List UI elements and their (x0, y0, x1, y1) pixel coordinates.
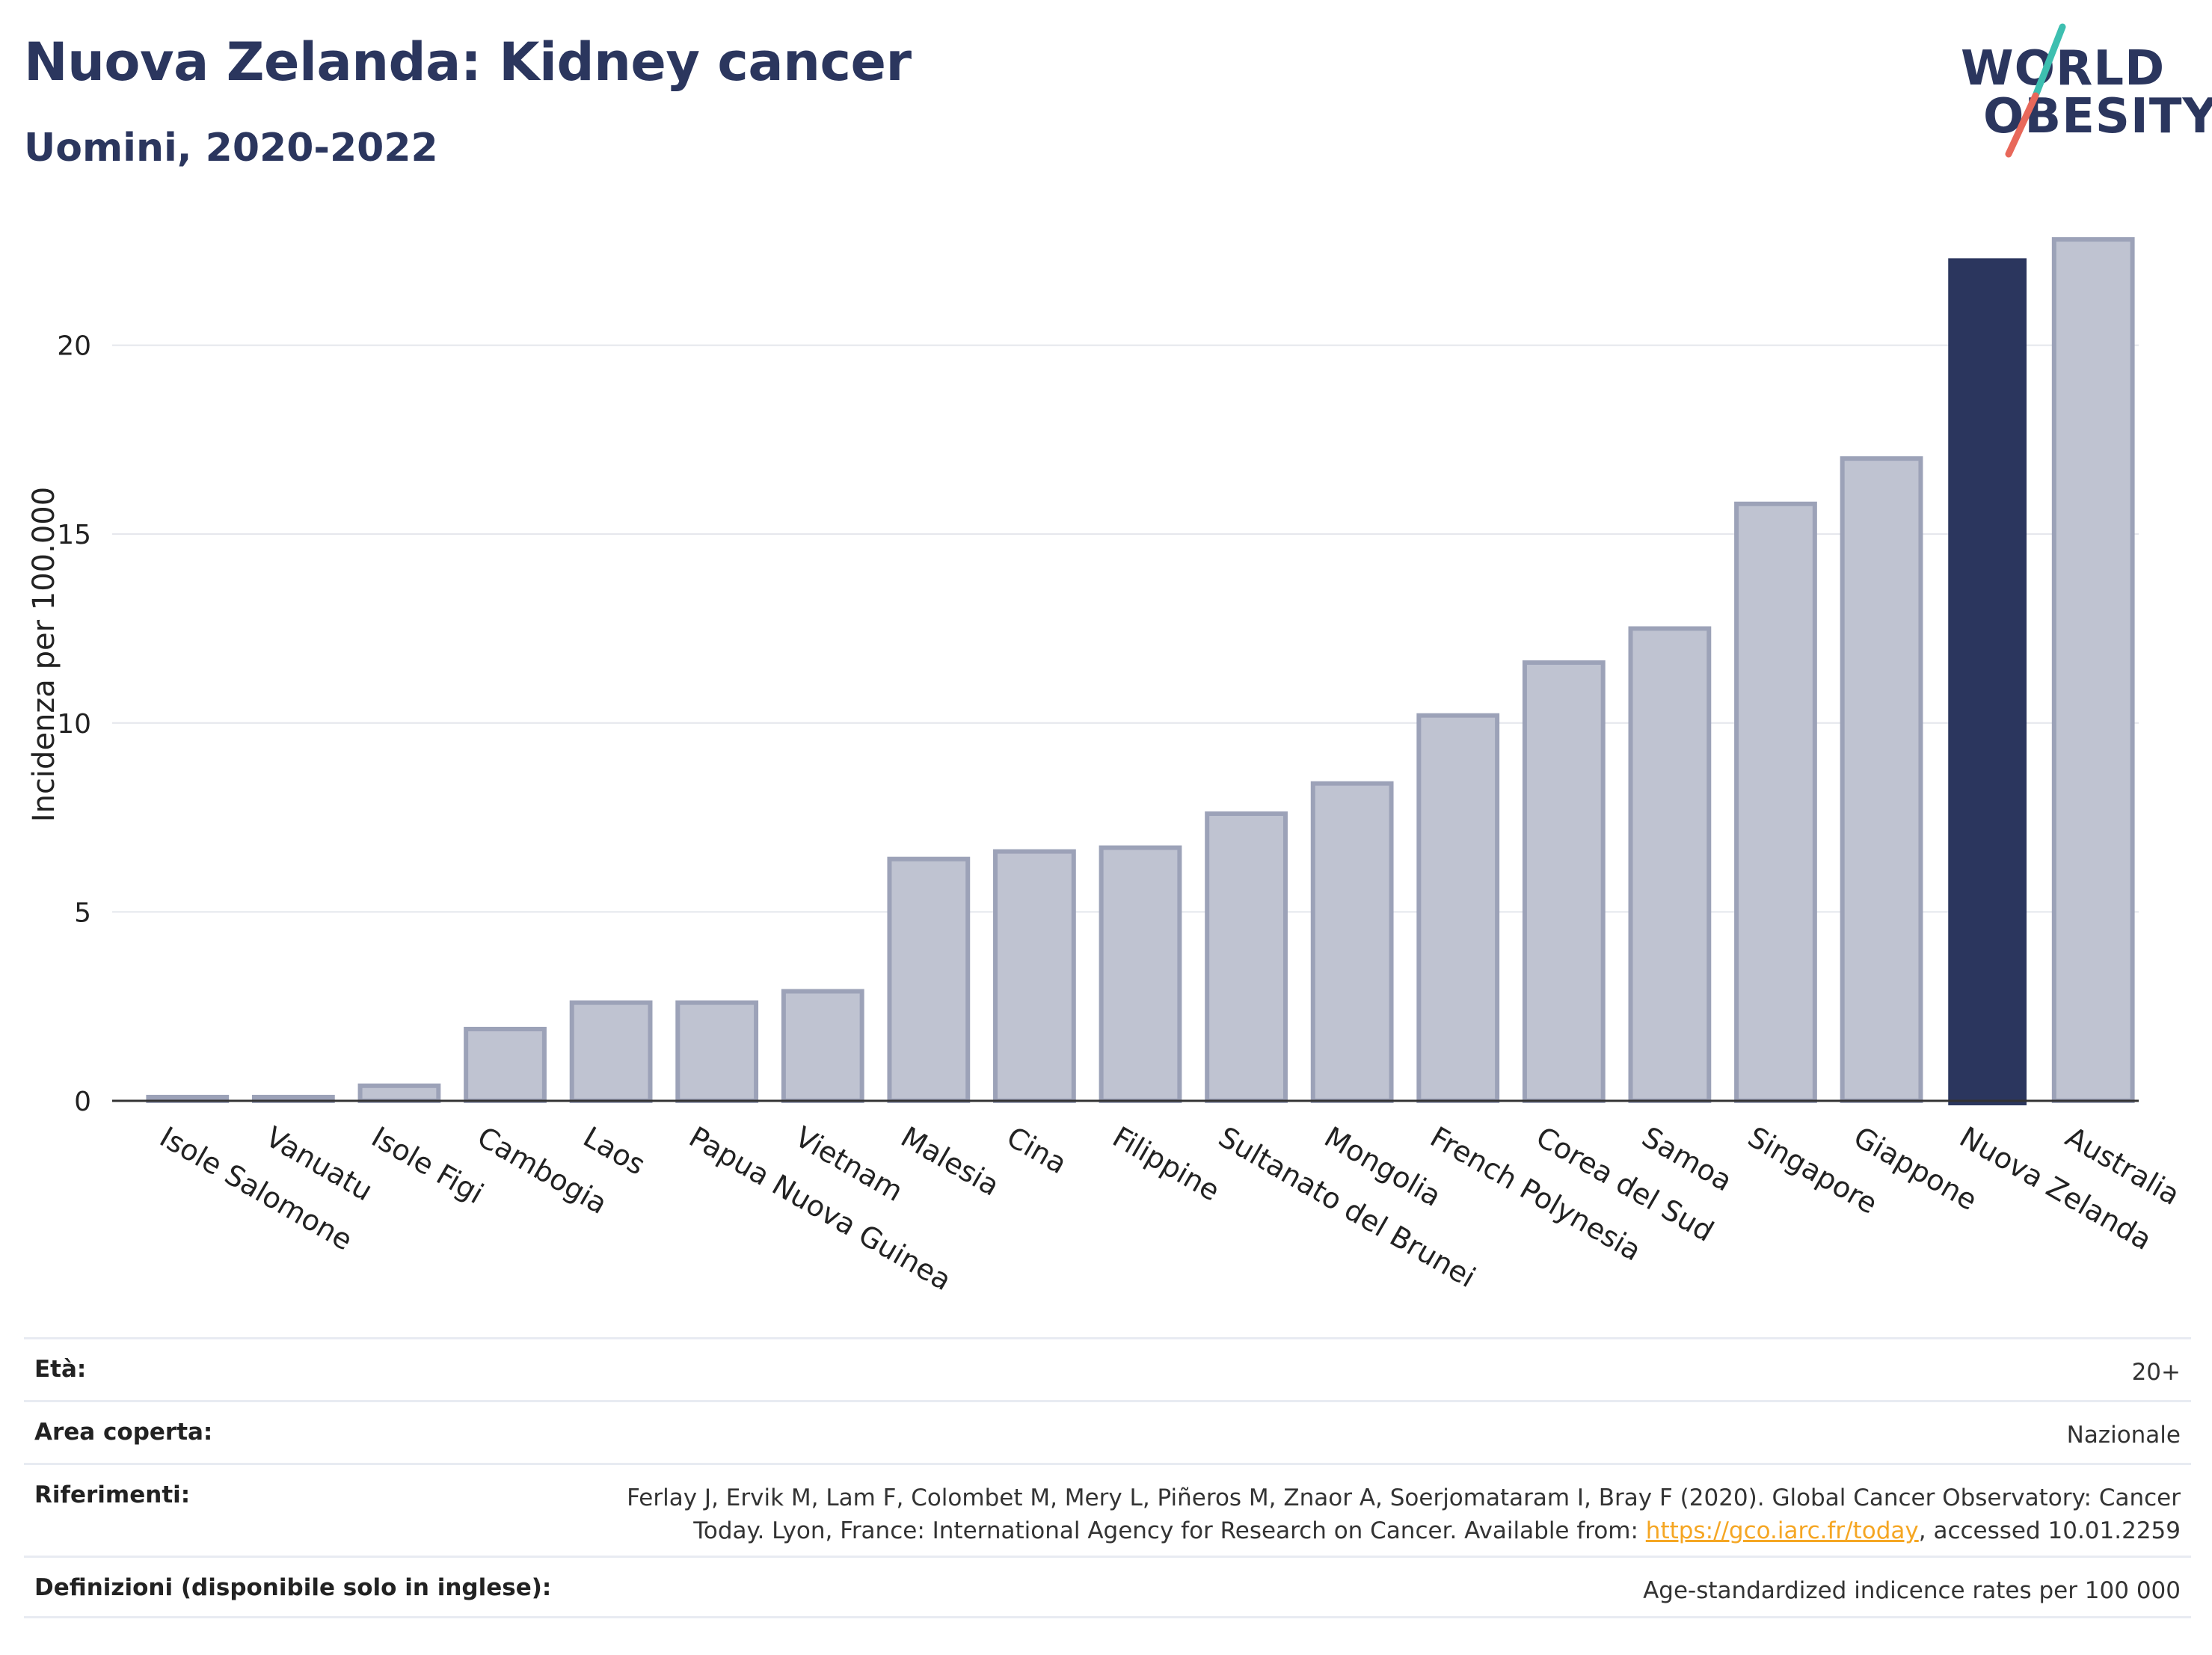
logo-slash-icon (2005, 23, 2066, 158)
y-tick-label: 15 (57, 520, 91, 550)
meta-row-references: Riferimenti: Ferlay J, Ervik M, Lam F, C… (24, 1463, 2191, 1556)
bar[interactable] (569, 1000, 653, 1103)
bar[interactable] (1205, 811, 1288, 1103)
bar[interactable] (1416, 713, 1500, 1103)
x-tick-label: Isole Salomone (154, 1120, 357, 1257)
references-label: Riferimenti: (34, 1481, 191, 1508)
y-axis-label: Incidenza per 100.000 (27, 487, 61, 822)
references-link[interactable]: https://gco.iarc.fr/today (1645, 1517, 1919, 1544)
area-value: Nazionale (2066, 1422, 2181, 1449)
bar[interactable] (781, 989, 864, 1103)
y-tick-label: 0 (74, 1087, 91, 1117)
definitions-value: Age-standardized indicence rates per 100… (1643, 1577, 2181, 1604)
bar[interactable] (1099, 845, 1182, 1103)
world-obesity-logo[interactable]: WORLD OBESITY (1944, 21, 2212, 163)
bar[interactable] (993, 849, 1076, 1103)
definitions-label: Definizioni (disponibile solo in inglese… (34, 1574, 552, 1601)
bar[interactable] (1310, 781, 1394, 1103)
age-value: 20+ (2131, 1359, 2181, 1386)
x-tick-label: Nuova Zelanda (1954, 1120, 2157, 1256)
references-accessed: , accessed 10.01.2259 (1918, 1517, 2181, 1544)
y-tick-labels: 0 5 10 15 20 (57, 331, 91, 1117)
metadata-table: Età: 20+ Area coperta: Nazionale Riferim… (24, 1337, 2191, 1618)
bar[interactable] (1628, 626, 1712, 1103)
y-tick-label: 20 (57, 331, 91, 362)
bars (146, 237, 2135, 1105)
bar[interactable] (1734, 501, 1817, 1103)
bar[interactable] (357, 1083, 441, 1103)
chart-title: Nuova Zelanda: Kidney cancer (24, 31, 912, 93)
x-tick-label: Filippine (1107, 1120, 1226, 1208)
area-label: Area coperta: (34, 1419, 213, 1446)
y-tick-label: 10 (57, 709, 91, 740)
x-tick-label: Laos (578, 1120, 651, 1182)
y-tick-label: 5 (74, 897, 91, 928)
bar[interactable] (1948, 258, 2027, 1105)
grid-lines (112, 344, 2139, 913)
bar[interactable] (2051, 237, 2135, 1103)
meta-row-definitions: Definizioni (disponibile solo in inglese… (24, 1556, 2191, 1618)
logo-line-world: WORLD (1961, 41, 2166, 96)
x-tick-label: Isole Figi (366, 1120, 489, 1210)
bar[interactable] (1522, 660, 1606, 1103)
x-tick-label: Malesia (895, 1120, 1004, 1203)
x-tick-label: Cina (1001, 1120, 1072, 1180)
chart-subtitle: Uomini, 2020-2022 (24, 126, 438, 171)
references-value: Ferlay J, Ervik M, Lam F, Colombet M, Me… (610, 1481, 2181, 1547)
meta-row-area: Area coperta: Nazionale (24, 1400, 2191, 1463)
bar[interactable] (675, 1000, 759, 1103)
bar[interactable] (464, 1027, 547, 1103)
age-label: Età: (34, 1356, 87, 1383)
references-text: Ferlay J, Ervik M, Lam F, Colombet M, Me… (627, 1484, 2181, 1544)
bar[interactable] (887, 856, 971, 1104)
meta-row-age: Età: 20+ (24, 1337, 2191, 1400)
bar[interactable] (1840, 456, 1923, 1103)
